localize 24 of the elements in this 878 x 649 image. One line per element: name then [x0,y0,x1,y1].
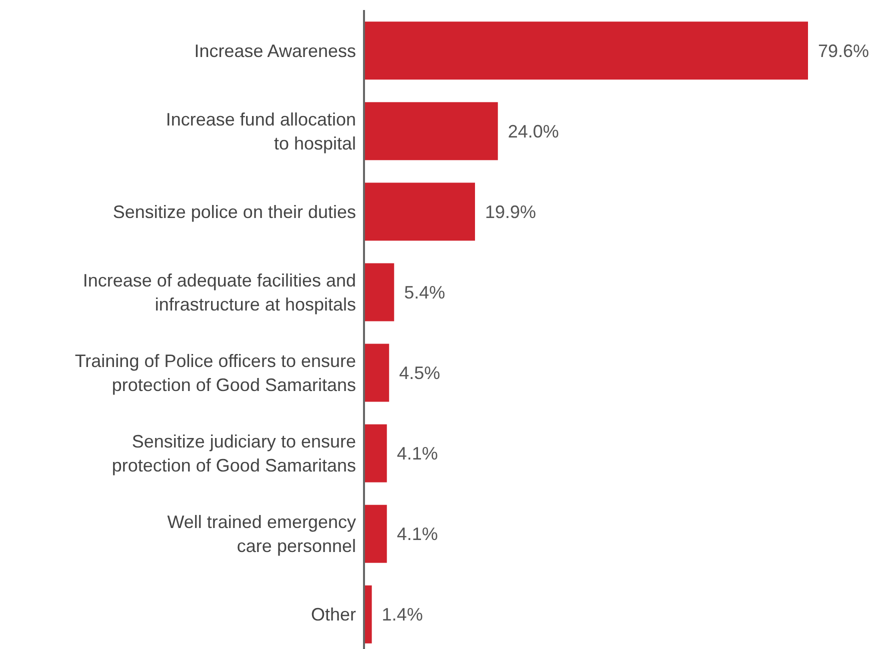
data-label: 4.1% [396,444,438,464]
y-tick-label: Sensitize police on their duties [112,202,356,222]
y-tick-label: Increase of adequate facilities and infrastructure at hospitals [82,270,356,315]
bar [364,424,387,482]
bar [364,102,498,160]
bar [364,344,390,402]
bar [364,504,387,563]
y-tick-label: Other [310,604,356,625]
y-tick-label: Increase fund allocation to hospital [166,109,356,154]
bar [364,22,808,80]
bar [364,182,475,241]
data-label: 19.9% [485,202,536,222]
data-label: 5.4% [404,282,446,303]
y-tick-label: Training of Police officers to ensure protection of Good Samaritans [74,351,356,396]
data-label: 4.1% [396,524,438,544]
data-label: 4.5% [399,363,440,384]
y-tick-label: Well trained emergency care personnel [167,512,356,556]
y-tick-label: Increase Awareness [194,40,356,61]
data-label: 79.6% [818,40,870,61]
y-tick-label: Sensitize judiciary to ensure protection of Good Samaritans [112,432,356,476]
data-label: 24.0% [508,121,559,142]
bar [364,585,372,644]
bar [364,263,394,322]
data-label: 1.4% [382,604,423,625]
